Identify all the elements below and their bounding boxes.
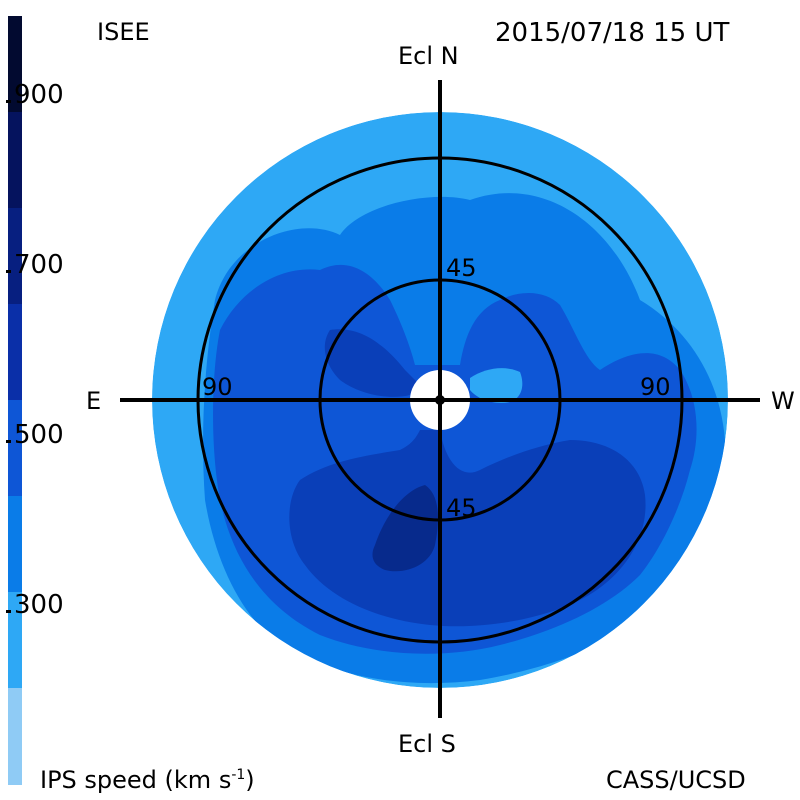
contour-fastest (372, 485, 438, 572)
colorbar-tick (6, 610, 11, 613)
unit-exponent: -1 (231, 767, 246, 783)
ring-90-right-label: 90 (640, 373, 671, 401)
north-label: Ecl N (398, 42, 459, 70)
colorbar-segment (8, 496, 22, 593)
east-label: E (86, 387, 102, 415)
colorbar-tick-label-900: 900 (14, 80, 64, 110)
quantity-label: IPS speed (km s-1) (40, 766, 255, 794)
colorbar-tick (6, 100, 11, 103)
colorbar-segment (8, 592, 22, 689)
west-label: W (771, 387, 795, 415)
colorbar (8, 16, 22, 785)
colorbar-segment (8, 208, 22, 305)
colorbar-tick-label-500: 500 (14, 420, 64, 450)
center-point (435, 395, 445, 405)
ring-45-top-label: 45 (446, 254, 477, 282)
south-label: Ecl S (398, 730, 456, 758)
ring-90-left-label: 90 (202, 373, 233, 401)
colorbar-segment (8, 400, 22, 497)
ring-45-bottom-label: 45 (446, 494, 477, 522)
colorbar-segment (8, 16, 22, 113)
colorbar-tick-label-300: 300 (14, 590, 64, 620)
contour-slow-lobe (470, 368, 523, 403)
datetime-label: 2015/07/18 15 UT (495, 18, 730, 48)
credit-label: CASS/UCSD (606, 766, 746, 794)
colorbar-tick-label-700: 700 (14, 250, 64, 280)
org-label: ISEE (97, 18, 150, 46)
colorbar-segment (8, 304, 22, 401)
colorbar-segment (8, 688, 22, 785)
colorbar-tick (6, 440, 11, 443)
colorbar-segment (8, 112, 22, 209)
colorbar-tick (6, 270, 11, 273)
